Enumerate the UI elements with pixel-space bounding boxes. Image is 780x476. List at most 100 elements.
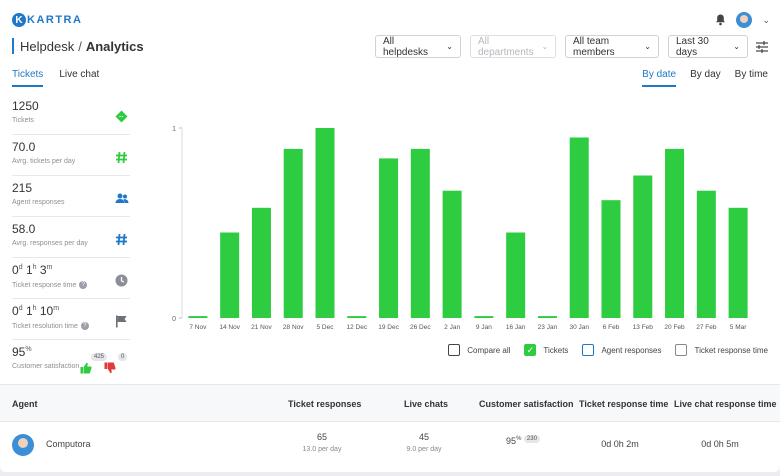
y-tick-label: 0 xyxy=(172,316,176,323)
bar-chart: 0 1 7 Nov 14 Nov 21 Nov 28 Nov 5 Dec 12 Dec 19 D… xyxy=(172,126,748,331)
stat-label: Customer satisfaction xyxy=(12,363,80,370)
stat-value: 1250 xyxy=(12,99,39,113)
title-separator: / xyxy=(78,38,82,54)
chart-bar xyxy=(696,190,716,318)
agent-table: Agent Ticket responses Live chats Custom… xyxy=(0,384,780,468)
chevron-down-icon: ⌄ xyxy=(733,42,740,51)
tab-by-time[interactable]: By time xyxy=(734,69,768,80)
x-tick-label: 6 Feb xyxy=(603,324,620,331)
chart-legend: Compare all ✓ Tickets Agent responses Ti… xyxy=(448,344,768,356)
legend-label: Agent responses xyxy=(601,345,662,355)
logo-mark: K xyxy=(12,13,26,27)
table-row[interactable]: Computora 65 13.0 per day 45 9.0 per day… xyxy=(0,422,780,468)
help-icon[interactable]: ? xyxy=(80,322,89,330)
tickets-chart: 0 1 7 Nov 14 Nov 21 Nov 28 Nov 5 Dec 12 Dec 19 D… xyxy=(170,118,770,338)
x-tick-label: 5 Mar xyxy=(730,324,747,331)
chevron-down-icon[interactable]: ⌄ xyxy=(762,14,770,25)
satisfaction-cell: 95% 230 xyxy=(488,435,558,446)
checkmark-icon[interactable]: ✓ xyxy=(524,344,537,356)
chevron-down-icon: ⌄ xyxy=(644,42,651,51)
x-tick-label: 12 Dec xyxy=(346,324,367,331)
stat-avg-responses: 58.0 Avrg. responses per day xyxy=(12,217,130,258)
chart-bar xyxy=(633,175,653,318)
chart-bar xyxy=(474,316,494,318)
stat-customer-satisfaction: 95% Customer satisfaction 425 0 xyxy=(12,340,130,381)
chart-bar xyxy=(569,137,589,318)
stat-value: 0d 1h 3m xyxy=(12,263,53,277)
legend-label: Tickets xyxy=(543,345,569,355)
x-tick-label: 19 Dec xyxy=(378,324,399,331)
y-tick-label: 1 xyxy=(172,126,176,133)
kartra-logo[interactable]: K KARTRA xyxy=(12,12,82,28)
chart-bar xyxy=(442,190,462,318)
chart-bar xyxy=(220,232,240,318)
title-section: Helpdesk xyxy=(20,38,75,54)
user-avatar[interactable] xyxy=(736,12,753,28)
thumbs-up-count: 425 xyxy=(91,353,108,361)
team-member-select[interactable]: All team members ⌄ xyxy=(565,35,659,58)
checkbox-icon[interactable] xyxy=(675,344,688,356)
x-tick-label: 5 Dec xyxy=(317,324,335,331)
legend-tickets[interactable]: ✓ Tickets xyxy=(524,344,568,356)
tab-by-date[interactable]: By date xyxy=(642,69,677,87)
stat-label: Avrg. responses per day xyxy=(12,240,88,247)
hash-icon xyxy=(115,233,128,246)
agent-avatar xyxy=(12,434,34,456)
title-page: Analytics xyxy=(85,38,144,54)
chart-bar xyxy=(347,316,367,318)
page-title: Helpdesk / Analytics xyxy=(12,38,144,54)
tab-tickets[interactable]: Tickets xyxy=(12,69,44,87)
satisfaction-count: 230 xyxy=(523,435,540,443)
hash-icon xyxy=(115,151,128,164)
chevron-down-icon: ⌄ xyxy=(541,42,549,51)
column-header[interactable]: Customer satisfaction xyxy=(479,399,574,409)
grouping-tabs: By date By day By time xyxy=(642,69,768,87)
column-header[interactable]: Ticket response time xyxy=(579,399,669,409)
stat-avg-tickets: 70.0 Avrg. tickets per day xyxy=(12,135,130,176)
legend-compare-all[interactable]: Compare all xyxy=(448,344,510,356)
tab-by-day[interactable]: By day xyxy=(690,69,721,80)
checkbox-icon[interactable] xyxy=(582,344,595,356)
legend-ticket-response-time[interactable]: Ticket response time xyxy=(675,344,768,356)
chart-bar xyxy=(728,207,748,318)
date-range-select-value: Last 30 days xyxy=(676,35,709,58)
chart-bar xyxy=(315,128,335,318)
view-tabs: Tickets Live chat xyxy=(12,69,99,87)
x-tick-label: 30 Jan xyxy=(569,324,589,331)
flag-icon xyxy=(115,315,128,328)
chevron-down-icon: ⌄ xyxy=(446,42,453,51)
column-header[interactable]: Ticket responses xyxy=(288,399,362,409)
table-header: Agent Ticket responses Live chats Custom… xyxy=(0,384,780,422)
bell-icon[interactable] xyxy=(714,13,726,27)
x-tick-label: 7 Nov xyxy=(189,324,207,331)
stat-agent-responses: 215 Agent responses xyxy=(12,176,130,217)
column-header[interactable]: Agent xyxy=(12,399,38,409)
x-tick-label: 27 Feb xyxy=(696,324,717,331)
chart-bar xyxy=(506,232,526,318)
chart-bar xyxy=(537,316,557,318)
sliders-icon[interactable] xyxy=(756,40,768,53)
ticket-response-time-cell: 0d 0h 2m xyxy=(601,439,639,449)
stat-ticket-resolution-time: 0d 1h 10m Ticket resolution time? xyxy=(12,299,130,340)
chart-bar xyxy=(665,148,685,318)
tab-live-chat[interactable]: Live chat xyxy=(59,69,100,80)
stat-value: 58.0 xyxy=(12,222,36,236)
thumbs-up-icon xyxy=(80,362,92,374)
helpdesk-select-value: All helpdesks xyxy=(383,35,429,58)
column-header[interactable]: Live chats xyxy=(404,399,449,409)
x-tick-label: 20 Feb xyxy=(664,324,685,331)
ticket-icon xyxy=(115,110,128,123)
legend-agent-responses[interactable]: Agent responses xyxy=(582,344,661,356)
helpdesk-select[interactable]: All helpdesks ⌄ xyxy=(375,35,461,58)
x-tick-label: 13 Feb xyxy=(633,324,654,331)
date-range-select[interactable]: Last 30 days ⌄ xyxy=(668,35,748,58)
stat-label: Avrg. tickets per day xyxy=(12,158,76,165)
agent-name: Computora xyxy=(46,439,91,449)
help-icon[interactable]: ? xyxy=(79,281,88,289)
column-header[interactable]: Live chat response time xyxy=(674,399,777,409)
stat-tickets: 1250 Tickets xyxy=(12,94,130,135)
checkbox-icon[interactable] xyxy=(448,344,461,356)
logo-text: KARTRA xyxy=(27,14,83,26)
